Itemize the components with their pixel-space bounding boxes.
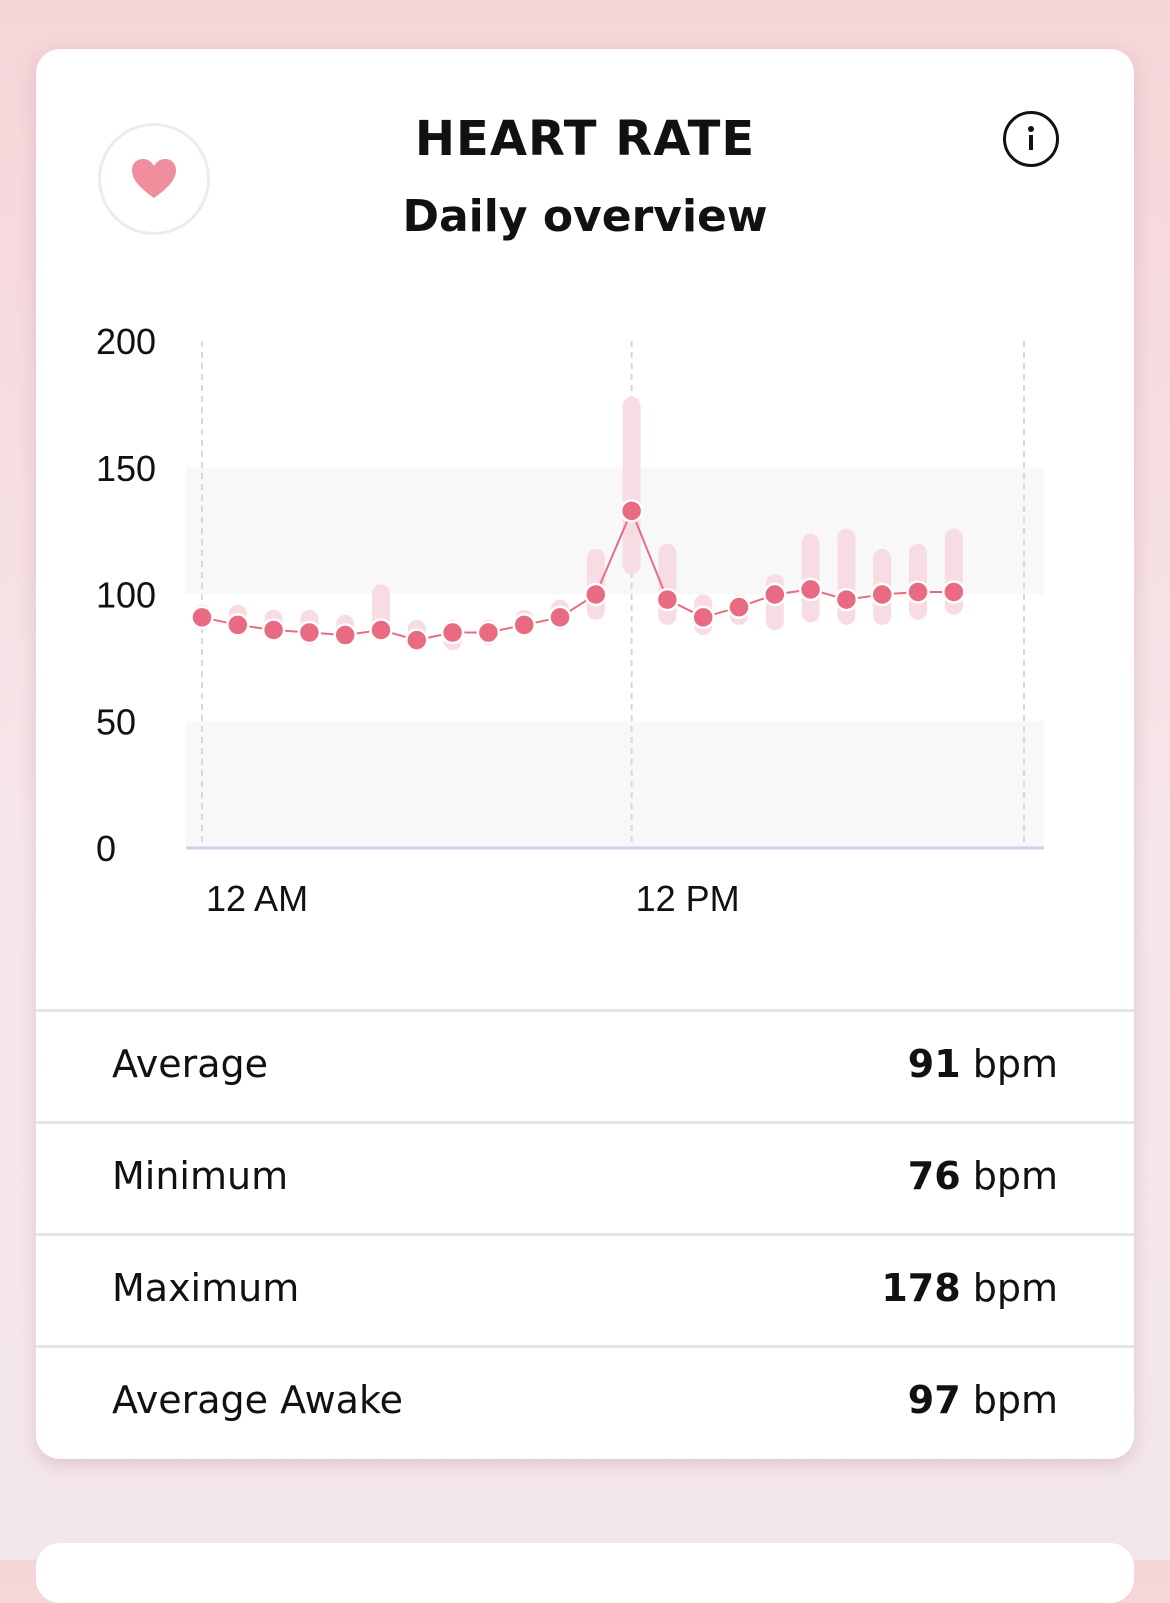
heart-rate-series-line	[201, 508, 954, 642]
range-bar	[622, 396, 641, 575]
stat-value: 91 bpm	[908, 1042, 1058, 1086]
stat-row: Average 91 bpm	[36, 1009, 1134, 1121]
stat-number: 91	[907, 1042, 961, 1086]
stat-unit: bpm	[972, 1154, 1058, 1198]
next-card	[36, 1543, 1134, 1603]
data-point	[261, 618, 286, 642]
stat-label: Average Awake	[112, 1378, 403, 1422]
x-tick-label: 12 PM	[636, 878, 740, 919]
stat-number: 178	[881, 1266, 961, 1310]
stat-row: Maximum 178 bpm	[36, 1233, 1134, 1345]
heart-rate-chart: 200 150 100 50 0 12 AM 12 PM	[96, 321, 1044, 919]
data-point	[691, 605, 715, 630]
data-point	[369, 618, 393, 642]
data-point	[906, 580, 930, 604]
page-title: HEART RATE	[414, 111, 756, 167]
data-point	[405, 628, 429, 652]
data-point	[190, 605, 214, 630]
x-tick-label: 12 AM	[206, 878, 308, 919]
data-point	[512, 613, 536, 637]
stat-row: Average Awake 97 bpm	[36, 1345, 1134, 1457]
data-point	[548, 605, 572, 630]
data-point	[727, 595, 751, 619]
y-tick-label: 0	[96, 828, 116, 869]
stats-list: Average 91 bpm Minimum 76 bpm Maximum 178 bpm…	[36, 1009, 1134, 1457]
data-point	[619, 499, 644, 523]
stat-value: 178 bpm	[881, 1266, 1058, 1310]
data-point	[333, 623, 357, 647]
y-tick-label: 200	[96, 321, 156, 362]
stat-label: Average	[112, 1042, 269, 1086]
reference-band	[186, 467, 1044, 595]
stat-row: Minimum 76 bpm	[36, 1121, 1134, 1233]
data-point	[798, 577, 823, 602]
data-point	[834, 587, 859, 612]
data-point	[440, 620, 465, 645]
heart-rate-card: HEART RATE Daily overview 200 150 100 50 0 1…	[36, 49, 1134, 1459]
data-point	[226, 613, 250, 637]
heart-badge	[98, 123, 210, 235]
stat-label: Minimum	[112, 1154, 289, 1198]
data-point	[870, 582, 894, 607]
y-tick-label: 50	[96, 701, 136, 742]
data-point	[476, 620, 501, 645]
info-button[interactable]	[1003, 111, 1059, 167]
reference-band	[186, 721, 1044, 848]
info-icon	[1028, 126, 1034, 150]
stat-number: 97	[907, 1378, 961, 1422]
data-point	[763, 582, 787, 607]
y-tick-label: 100	[96, 575, 156, 616]
stat-value: 97 bpm	[908, 1378, 1058, 1422]
page-subtitle: Daily overview	[402, 191, 768, 242]
data-point	[584, 582, 608, 607]
y-tick-label: 150	[96, 448, 156, 489]
stat-value: 76 bpm	[908, 1154, 1058, 1198]
data-point	[655, 587, 680, 612]
data-point	[942, 580, 966, 604]
stat-unit: bpm	[972, 1042, 1058, 1086]
data-point	[297, 620, 322, 645]
stat-unit: bpm	[972, 1378, 1058, 1422]
heart-icon	[132, 159, 176, 198]
stat-unit: bpm	[972, 1266, 1058, 1310]
stat-label: Maximum	[112, 1266, 300, 1310]
stat-number: 76	[907, 1154, 961, 1198]
